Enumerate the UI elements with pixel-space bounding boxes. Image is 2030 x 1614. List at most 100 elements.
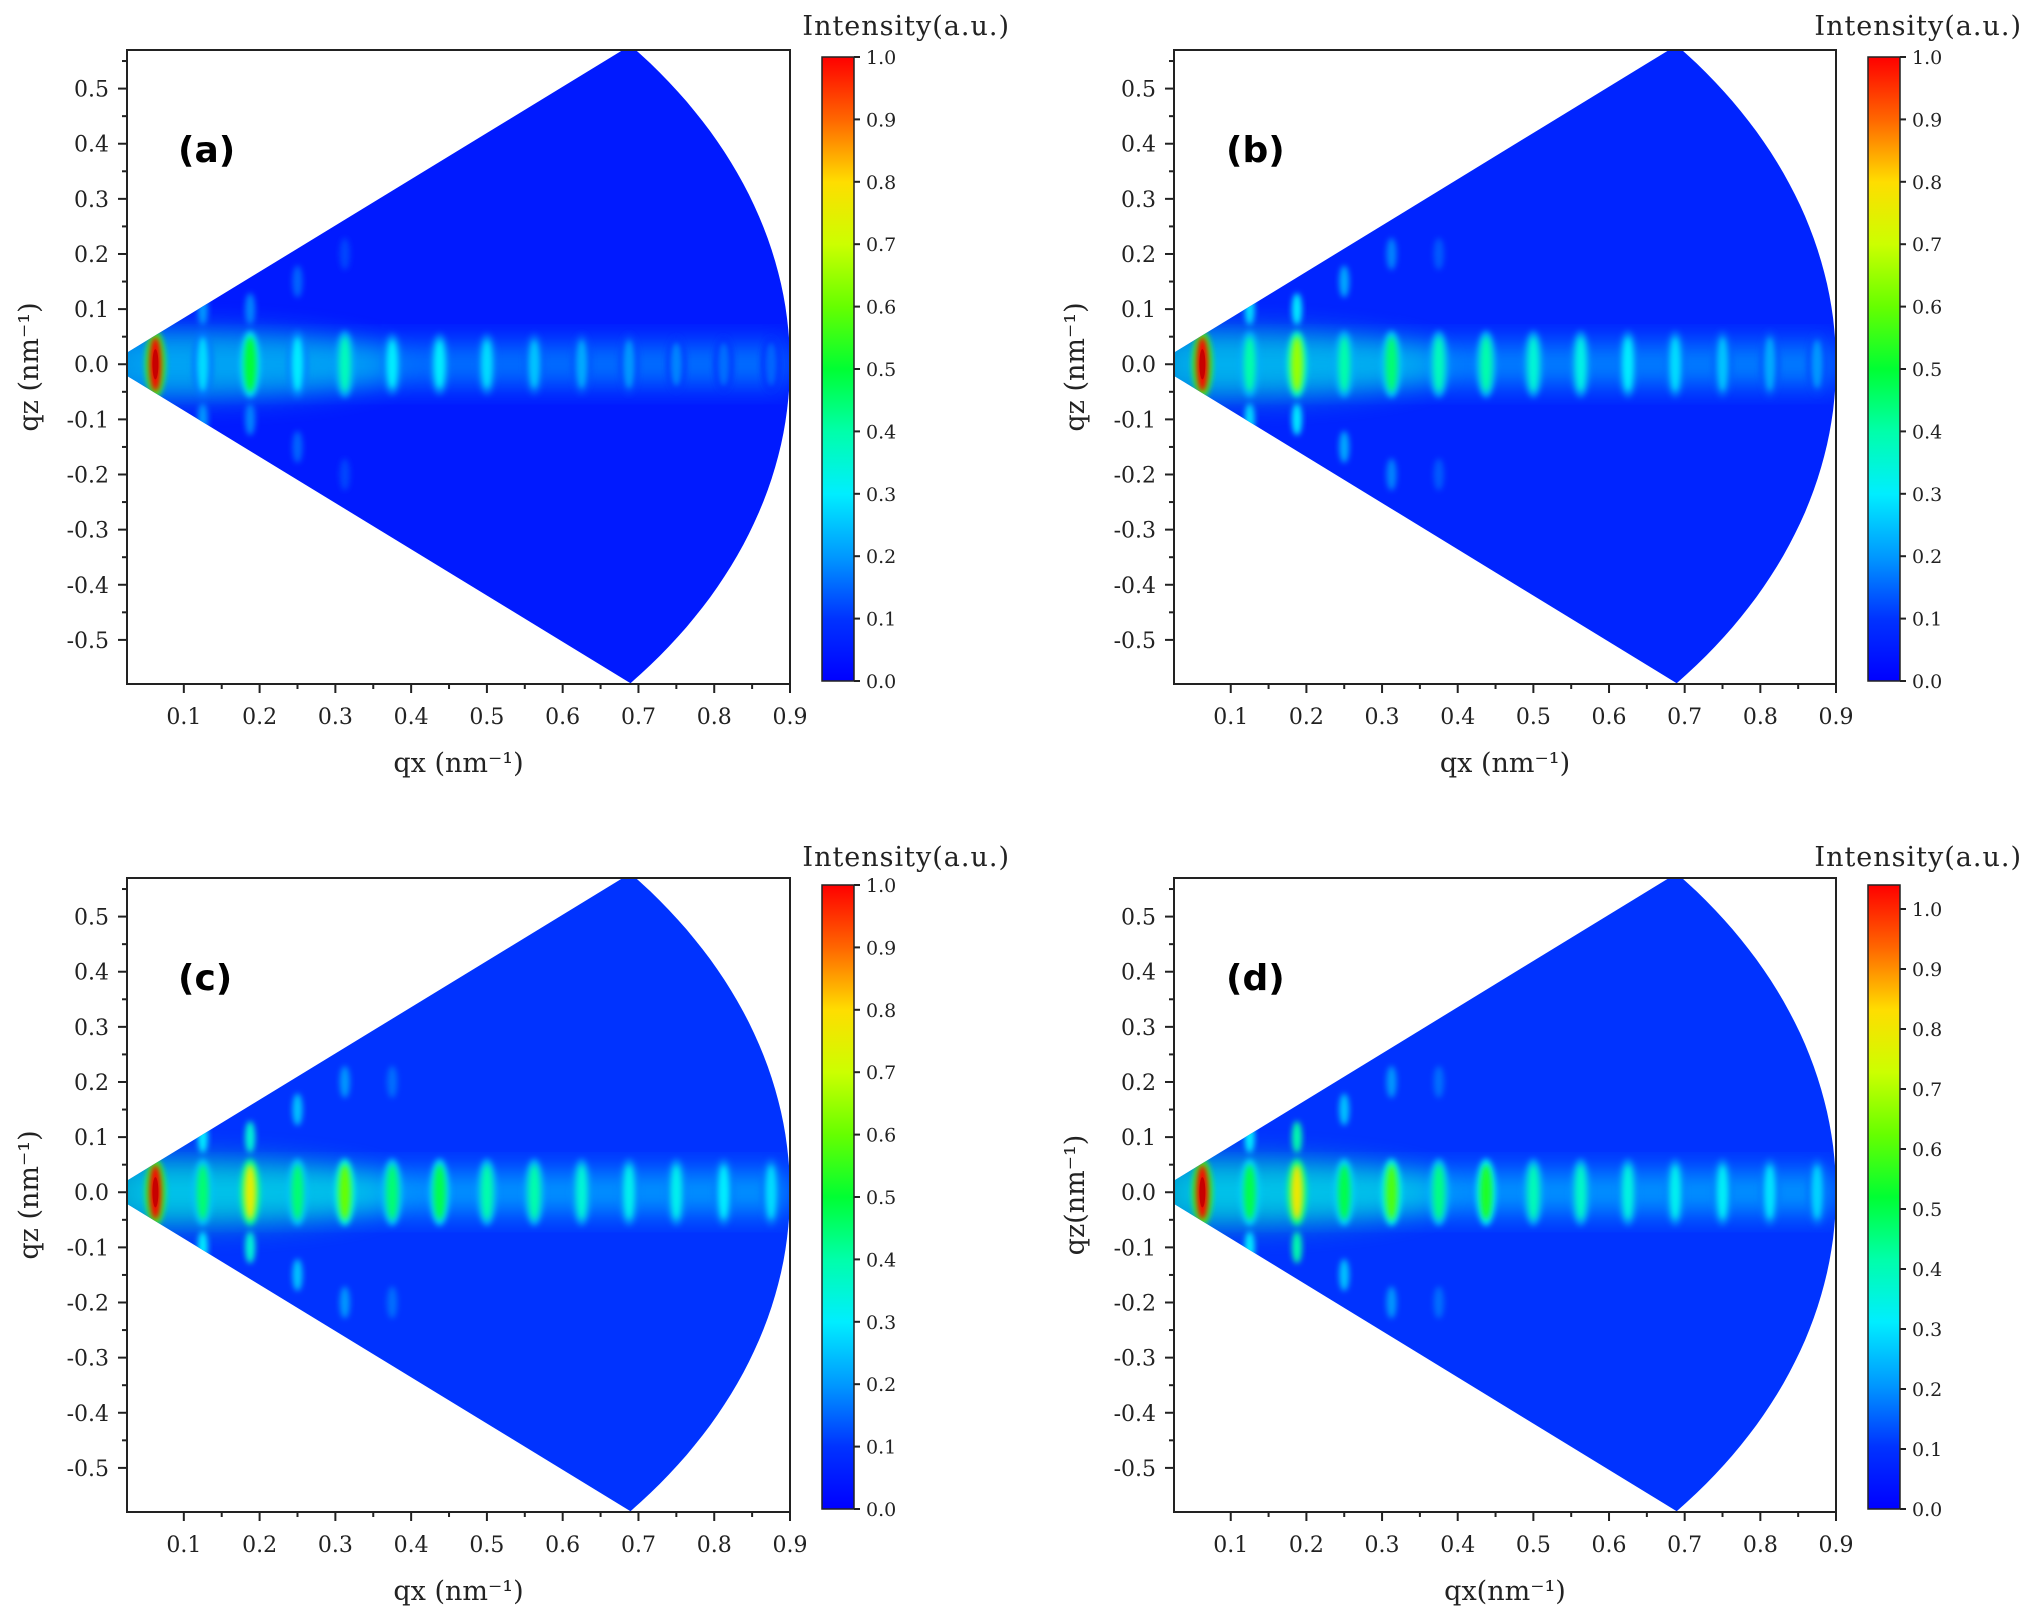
colorbar-tick-label: 0.7 <box>1912 234 1942 256</box>
bragg-peak <box>1432 1164 1445 1220</box>
y-tick-label: 0.2 <box>1121 1071 1156 1096</box>
offaxis-peak <box>1244 1121 1255 1154</box>
bragg-peak <box>622 1164 635 1220</box>
y-tick-label: -0.4 <box>67 1402 109 1427</box>
y-tick-label: 0.2 <box>74 1071 109 1096</box>
heatmap-area <box>1174 878 1836 1512</box>
offaxis-peak <box>387 1065 398 1098</box>
offaxis-peak <box>1386 1065 1397 1098</box>
y-tick-label: 0.5 <box>1121 906 1156 931</box>
bragg-peak <box>433 339 446 390</box>
bragg-peak <box>386 339 399 390</box>
bragg-peak <box>717 1164 730 1220</box>
colorbar-tick-label: 0.8 <box>1912 172 1942 194</box>
y-tick-label: 0.5 <box>1121 78 1156 103</box>
y-tick-label: -0.3 <box>1114 1347 1156 1372</box>
bragg-peak <box>670 1164 683 1220</box>
colorbar <box>822 57 854 681</box>
x-tick-label: 0.9 <box>1819 705 1854 730</box>
y-tick-label: 0.2 <box>1121 243 1156 268</box>
y-tick-label: -0.1 <box>1114 1236 1156 1261</box>
y-axis-title: qz(nm⁻¹) <box>1060 1135 1091 1256</box>
x-tick-label: 0.2 <box>242 1533 277 1558</box>
bragg-peak <box>433 1164 446 1220</box>
bragg-peak <box>291 1164 304 1220</box>
y-tick-label: -0.2 <box>67 464 109 489</box>
bragg-peak <box>575 339 588 390</box>
x-tick-label: 0.5 <box>469 1533 504 1558</box>
x-axis-title: qx (nm⁻¹) <box>393 748 523 779</box>
colorbar-tick-label: 0.4 <box>1912 1259 1942 1281</box>
y-tick-label: -0.1 <box>67 408 109 433</box>
offaxis-peak <box>197 1121 208 1154</box>
colorbar-tick-label: 0.4 <box>866 1249 896 1271</box>
bragg-peak <box>1574 336 1587 392</box>
colorbar-tick-label: 0.8 <box>866 1000 896 1022</box>
y-tick-label: -0.5 <box>67 629 109 654</box>
colorbar-tick-label: 0.9 <box>866 109 896 131</box>
colorbar-tick-label: 0.1 <box>866 1437 896 1459</box>
y-tick-label: 0.1 <box>74 1126 109 1151</box>
y-tick-label: -0.2 <box>67 1292 109 1317</box>
colorbar-tick-label: 0.9 <box>1912 959 1942 981</box>
bragg-peak <box>1669 336 1682 392</box>
offaxis-peak <box>292 265 303 298</box>
x-tick-label: 0.1 <box>166 1533 201 1558</box>
offaxis-peak <box>245 293 256 326</box>
x-tick-label: 0.9 <box>773 1533 808 1558</box>
y-axis-title: qz (nm⁻¹) <box>1060 302 1091 431</box>
panel-b: 0.1 0.2 0.3 0.4 0.5 0.6 0.7 0.8 0.9 -0.5 -0.4 -0.3 -… <box>1060 11 2021 779</box>
offaxis-peak <box>197 293 208 326</box>
bragg-peak <box>291 336 304 392</box>
x-tick-label: 0.1 <box>1213 1533 1248 1558</box>
colorbar-tick-label: 0.7 <box>866 1062 896 1084</box>
bragg-peak <box>622 339 635 390</box>
bragg-peak <box>1480 336 1493 392</box>
bragg-peak <box>575 1164 588 1220</box>
sector-features <box>127 237 790 491</box>
plot-frame <box>1173 877 1837 1513</box>
colorbar-tick-label: 0.3 <box>1912 484 1942 506</box>
offaxis-peak <box>1433 1065 1444 1098</box>
x-tick-label: 0.1 <box>166 705 201 730</box>
colorbar-tick-label: 0.2 <box>1912 546 1942 568</box>
offaxis-peak <box>339 1286 350 1319</box>
y-tick-label: -0.5 <box>1114 629 1156 654</box>
panel-c: 0.1 0.2 0.3 0.4 0.5 0.6 0.7 0.8 0.9 -0.5 -0.4 -0.3 -… <box>14 842 1009 1607</box>
y-tick-label: -0.4 <box>67 574 109 599</box>
offaxis-peak <box>1291 1121 1302 1154</box>
colorbar-tick-label: 0.3 <box>866 484 896 506</box>
bragg-peak-core <box>1199 349 1206 380</box>
colorbar-tick-label: 1.0 <box>1912 899 1942 921</box>
x-tick-label: 0.8 <box>697 1533 732 1558</box>
colorbar-tick-label: 0.5 <box>866 1187 896 1209</box>
x-tick-label: 0.9 <box>773 705 808 730</box>
panel-d: 0.1 0.2 0.3 0.4 0.5 0.6 0.7 0.8 0.9 -0.5 -0.4 -0.3 -… <box>1060 842 2021 1607</box>
offaxis-peak <box>245 1231 256 1264</box>
sector-features <box>1174 237 1836 491</box>
colorbar-tick-label: 0.6 <box>866 297 896 319</box>
x-tick-label: 0.6 <box>545 705 580 730</box>
y-tick-label: 0.4 <box>1121 133 1156 158</box>
y-tick-label: 0.2 <box>74 243 109 268</box>
colorbar-tick-label: 1.0 <box>1912 47 1942 69</box>
bragg-peak <box>1716 336 1729 392</box>
y-tick-label: 0.0 <box>1121 353 1156 378</box>
y-tick-label: 0.5 <box>74 78 109 103</box>
bragg-peak <box>1763 336 1776 392</box>
x-tick-label: 0.7 <box>1667 705 1702 730</box>
bragg-peak <box>1716 1164 1729 1220</box>
y-tick-label: 0.4 <box>1121 961 1156 986</box>
x-tick-label: 0.4 <box>394 705 429 730</box>
bragg-peak <box>1385 336 1398 392</box>
offaxis-peak <box>1291 293 1302 326</box>
colorbar-tick-label: 0.3 <box>866 1312 896 1334</box>
colorbar-tick-label: 0.6 <box>1912 1139 1942 1161</box>
colorbar-tick-label: 0.1 <box>866 609 896 631</box>
y-tick-label: 0.5 <box>74 906 109 931</box>
bragg-peak <box>1243 336 1256 392</box>
x-tick-label: 0.3 <box>1365 1533 1400 1558</box>
colorbar-tick-label: 0.0 <box>1912 671 1942 693</box>
y-tick-label: -0.4 <box>1114 574 1156 599</box>
diffuse-streak <box>130 344 790 385</box>
